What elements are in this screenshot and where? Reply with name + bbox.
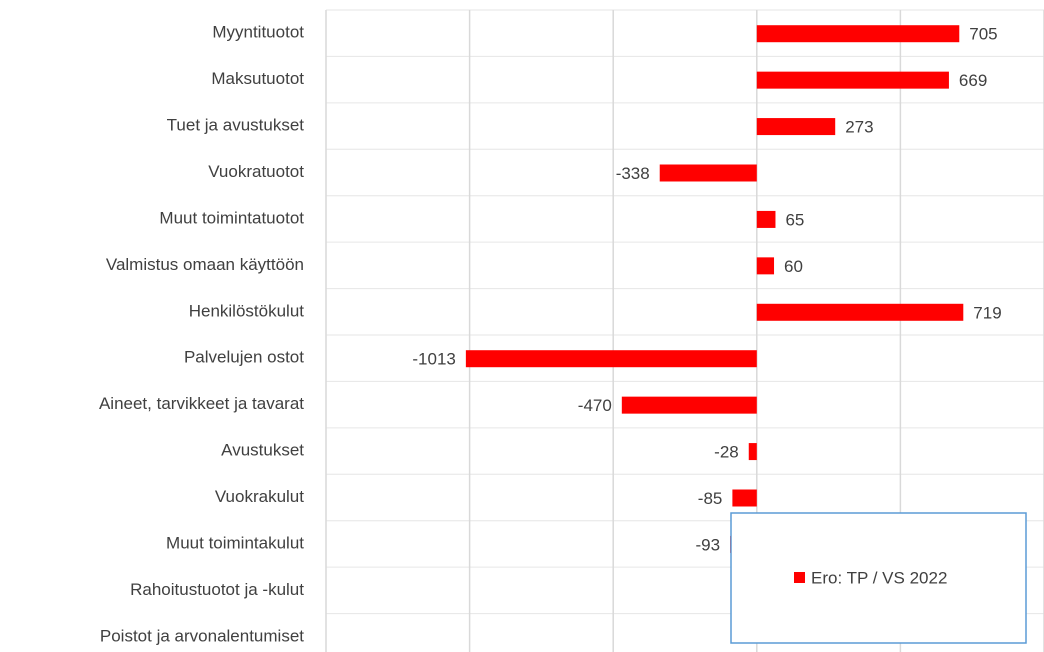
bar: [756, 210, 776, 228]
y-tick-label: Myyntituotot: [212, 23, 304, 42]
data-label: -28: [714, 443, 739, 462]
bar: [756, 118, 836, 136]
data-label: -470: [578, 396, 612, 415]
data-label: 719: [973, 303, 1001, 322]
y-tick-label: Palvelujen ostot: [184, 348, 304, 367]
legend-box: [730, 512, 1027, 644]
bar: [659, 164, 757, 182]
bar: [621, 396, 757, 414]
bar: [756, 257, 775, 275]
data-label: 65: [785, 210, 804, 229]
data-label: -93: [696, 535, 721, 554]
y-tick-label: Maksutuotot: [211, 69, 304, 88]
data-label: -85: [698, 489, 723, 508]
y-tick-label: Vuokratuotot: [208, 162, 304, 181]
y-tick-label: Rahoitustuotot ja -kulut: [130, 580, 304, 599]
y-tick-label: Muut toimintatuotot: [159, 208, 304, 227]
data-label: 669: [959, 71, 987, 90]
legend-marker: [794, 572, 805, 583]
bar: [756, 25, 960, 43]
bar: [748, 443, 757, 461]
bar: [756, 71, 949, 89]
y-tick-label: Valmistus omaan käyttöön: [106, 255, 304, 274]
data-label: -1013: [412, 350, 455, 369]
data-label: 705: [969, 25, 997, 44]
bar: [756, 303, 964, 321]
y-tick-label: Poistot ja arvonalentumiset: [100, 626, 304, 645]
y-tick-label: Muut toimintakulut: [166, 533, 304, 552]
y-tick-label: Vuokrakulut: [215, 487, 304, 506]
data-label: 60: [784, 257, 803, 276]
y-tick-label: Aineet, tarvikkeet ja tavarat: [99, 394, 304, 413]
bar: [732, 489, 757, 507]
bar: [465, 350, 757, 368]
y-tick-label: Tuet ja avustukset: [167, 116, 305, 135]
legend-label: Ero: TP / VS 2022: [811, 568, 947, 587]
y-tick-label: Henkilöstökulut: [189, 301, 305, 320]
data-label: 273: [845, 118, 873, 137]
data-label: -338: [616, 164, 650, 183]
y-tick-label: Avustukset: [221, 441, 304, 460]
